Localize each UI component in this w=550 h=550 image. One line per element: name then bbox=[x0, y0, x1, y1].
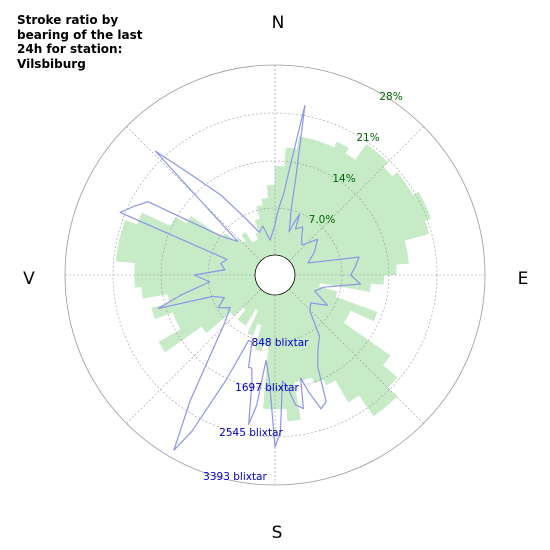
count-tick-label: 2545 blixtar bbox=[219, 427, 283, 439]
count-line bbox=[119, 105, 361, 451]
ratio-tick-label: 21% bbox=[356, 132, 379, 144]
ratio-bar bbox=[294, 276, 371, 293]
ratio-tick-label: 28% bbox=[379, 91, 402, 103]
ratio-tick-label: 7.0% bbox=[309, 214, 336, 226]
direction-label-s: S bbox=[272, 523, 283, 543]
grid-ring bbox=[207, 207, 343, 343]
chart-title: Stroke ratio by bearing of the last 24h … bbox=[17, 13, 143, 71]
ratio-tick-label: 14% bbox=[332, 173, 355, 185]
direction-label-n: N bbox=[272, 13, 285, 33]
direction-label-v: V bbox=[23, 269, 35, 289]
direction-label-e: E bbox=[518, 269, 529, 289]
count-tick-label: 848 blixtar bbox=[252, 337, 310, 349]
ratio-bar bbox=[247, 292, 269, 336]
count-series-layer bbox=[119, 105, 361, 451]
center-hub bbox=[254, 254, 296, 296]
ratio-bars-layer bbox=[115, 136, 432, 422]
count-tick-label: 1697 blixtar bbox=[235, 382, 299, 394]
polar-grid bbox=[64, 64, 486, 486]
count-tick-label: 3393 blixtar bbox=[203, 471, 267, 483]
